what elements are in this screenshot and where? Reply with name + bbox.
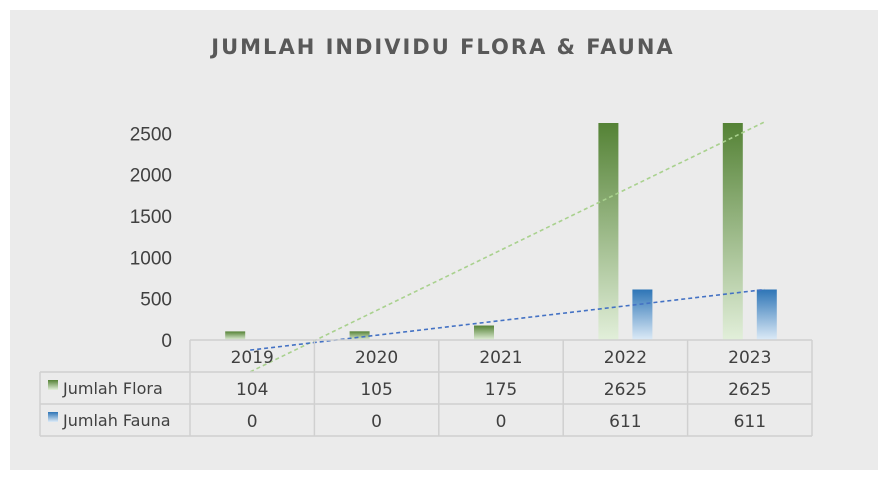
bar-jumlah-fauna: [632, 289, 653, 340]
y-tick-label: 2500: [130, 124, 172, 145]
category-label: 2023: [728, 348, 771, 368]
data-value: 0: [247, 412, 258, 432]
data-value: 104: [236, 380, 268, 400]
bar-jumlah-flora: [474, 325, 494, 340]
data-value: 175: [485, 380, 517, 400]
data-value: 611: [609, 412, 641, 432]
category-label: 2021: [479, 348, 522, 368]
chart-title: JUMLAH INDIVIDU FLORA & FAUNA: [211, 35, 675, 59]
data-value: 2625: [728, 380, 771, 400]
bar-jumlah-flora: [722, 123, 743, 340]
data-value: 105: [360, 380, 392, 400]
data-value: 611: [734, 412, 766, 432]
trendline-jumlah-flora: [249, 121, 766, 373]
y-tick-label: 500: [140, 290, 172, 311]
y-tick-label: 1000: [130, 248, 172, 269]
legend-label: Jumlah Flora: [62, 379, 163, 398]
data-value: 2625: [604, 380, 647, 400]
legend-swatch-jumlah-flora: [48, 380, 58, 390]
bar-jumlah-fauna: [756, 289, 777, 340]
y-tick-label: 2000: [130, 166, 172, 187]
data-value: 0: [371, 412, 382, 432]
data-value: 0: [496, 412, 507, 432]
category-label: 2020: [355, 348, 398, 368]
bar-jumlah-flora: [349, 331, 370, 340]
y-tick-label: 0: [161, 331, 172, 352]
bar-jumlah-flora: [598, 123, 619, 340]
legend-swatch-jumlah-fauna: [48, 412, 58, 422]
category-label: 2022: [604, 348, 647, 368]
bar-jumlah-flora: [225, 331, 246, 340]
y-tick-label: 1500: [130, 207, 172, 228]
legend-label: Jumlah Fauna: [62, 411, 171, 430]
category-label: 2019: [231, 348, 274, 368]
